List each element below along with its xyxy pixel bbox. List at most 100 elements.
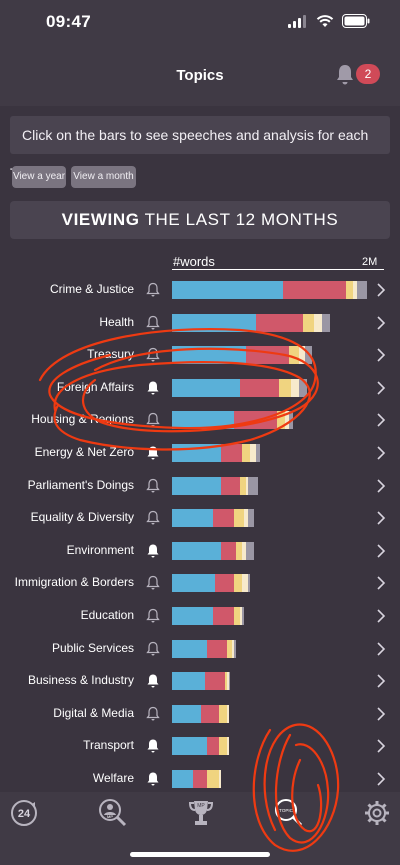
topic-row[interactable]: Public Services — [0, 634, 400, 664]
chevron-right-icon[interactable] — [376, 281, 386, 299]
topic-bell-icon[interactable] — [146, 608, 160, 624]
bar-segment-red — [220, 476, 241, 495]
topic-bar[interactable] — [172, 639, 237, 658]
topic-bar[interactable] — [172, 672, 231, 691]
chevron-right-icon[interactable] — [376, 705, 386, 723]
topic-row[interactable]: Treasury — [0, 340, 400, 370]
chevron-right-icon[interactable] — [376, 346, 386, 364]
topic-row[interactable]: Immigration & Borders — [0, 568, 400, 598]
bar-segment-yellow — [218, 704, 227, 723]
topic-label: Digital & Media — [53, 705, 134, 720]
chevron-right-icon[interactable] — [376, 444, 386, 462]
bar-segment-blue — [172, 509, 213, 528]
topic-bar[interactable] — [172, 411, 293, 430]
topic-bell-icon[interactable] — [146, 315, 160, 331]
chevron-right-icon[interactable] — [376, 574, 386, 592]
bar-segment-red — [207, 639, 227, 658]
chevron-right-icon[interactable] — [376, 509, 386, 527]
signal-icon — [288, 15, 306, 28]
topic-row[interactable]: Digital & Media — [0, 699, 400, 729]
topic-bar[interactable] — [172, 737, 229, 756]
bar-segment-cream — [242, 541, 247, 560]
axis-label: #words — [173, 254, 215, 269]
mp-search-tab-icon[interactable]: MP — [98, 798, 128, 828]
topic-bar[interactable] — [172, 313, 330, 332]
bar-segment-grey — [234, 639, 237, 658]
chevron-right-icon[interactable] — [376, 542, 386, 560]
bar-segment-yellow — [224, 672, 227, 691]
topic-bar[interactable] — [172, 770, 221, 788]
chevron-right-icon[interactable] — [376, 379, 386, 397]
topic-bar[interactable] — [172, 281, 367, 299]
topic-row[interactable]: Energy & Net Zero — [0, 438, 400, 468]
topic-bar[interactable] — [172, 378, 307, 397]
bar-segment-cream — [226, 737, 229, 756]
bar-segment-grey — [248, 509, 254, 528]
notifications-button[interactable] — [335, 64, 355, 91]
topic-bar[interactable] — [172, 574, 250, 593]
bar-segment-red — [207, 737, 219, 756]
topic-bar[interactable] — [172, 346, 313, 365]
bar-segment-red — [214, 574, 235, 593]
topic-bell-icon[interactable] — [146, 445, 160, 461]
topic-row[interactable]: Housing & Regions — [0, 405, 400, 435]
topic-bell-icon[interactable] — [146, 478, 160, 494]
topic-bar[interactable] — [172, 444, 260, 462]
chevron-right-icon[interactable] — [376, 737, 386, 755]
view-month-button[interactable]: View a month — [71, 166, 136, 188]
topic-row[interactable]: Foreign Affairs — [0, 373, 400, 403]
topic-row[interactable]: Business & Industry — [0, 666, 400, 696]
topic-row[interactable]: Parliament's Doings — [0, 471, 400, 501]
topic-bar[interactable] — [172, 607, 245, 625]
bar-segment-blue — [172, 574, 215, 593]
topic-bell-icon[interactable] — [146, 641, 160, 657]
topic-bell-icon[interactable] — [146, 738, 160, 754]
topic-bell-icon[interactable] — [146, 673, 160, 689]
topic-row[interactable]: Crime & Justice — [0, 275, 400, 305]
bar-segment-cream — [290, 378, 299, 397]
topic-bell-icon[interactable] — [146, 412, 160, 428]
topic-bar[interactable] — [172, 541, 254, 560]
topic-label: Equality & Diversity — [30, 510, 134, 525]
bar-segment-blue — [172, 313, 256, 332]
topic-row[interactable]: Health — [0, 308, 400, 338]
24-hours-tab-icon[interactable]: 24 — [9, 798, 39, 828]
notification-badge[interactable]: 2 — [356, 64, 380, 84]
viewing-label-bold: VIEWING — [61, 210, 140, 229]
topic-bell-icon[interactable] — [146, 575, 160, 591]
topic-row[interactable]: Transport — [0, 731, 400, 761]
topic-row[interactable]: Equality & Diversity — [0, 503, 400, 533]
chevron-right-icon[interactable] — [376, 770, 386, 788]
chevron-right-icon[interactable] — [376, 314, 386, 332]
settings-tab-icon[interactable] — [362, 798, 392, 828]
chevron-right-icon[interactable] — [376, 640, 386, 658]
topic-bell-icon[interactable] — [146, 380, 160, 396]
topic-label: Environment — [66, 542, 134, 557]
topic-bell-icon[interactable] — [146, 543, 160, 559]
topic-bell-icon[interactable] — [146, 347, 160, 363]
bar-segment-blue — [172, 281, 284, 299]
bar-segment-grey — [248, 476, 258, 495]
topic-bar[interactable] — [172, 509, 254, 528]
topic-bell-icon[interactable] — [146, 771, 160, 787]
bar-segment-grey — [228, 672, 231, 691]
topic-bell-icon[interactable] — [146, 706, 160, 722]
bar-segment-yellow — [207, 770, 219, 788]
topic-bar[interactable] — [172, 476, 258, 495]
topic-label: Energy & Net Zero — [34, 445, 134, 459]
chevron-right-icon[interactable] — [376, 411, 386, 429]
chevron-right-icon[interactable] — [376, 607, 386, 625]
topic-bell-icon[interactable] — [146, 510, 160, 526]
topic-bell-icon[interactable] — [146, 282, 160, 298]
topic-row[interactable]: Welfare — [0, 764, 400, 792]
status-time: 09:47 — [46, 12, 91, 31]
chevron-right-icon[interactable] — [376, 477, 386, 495]
topic-row[interactable]: Education — [0, 601, 400, 631]
topic-row[interactable]: Environment — [0, 536, 400, 566]
view-year-button[interactable]: View a year — [12, 166, 66, 188]
topic-search-tab-icon[interactable]: TOPIC — [274, 798, 304, 828]
bar-segment-cream — [226, 704, 229, 723]
topic-bar[interactable] — [172, 704, 229, 723]
chevron-right-icon[interactable] — [376, 672, 386, 690]
mp-trophy-tab-icon[interactable]: MP — [186, 798, 216, 828]
